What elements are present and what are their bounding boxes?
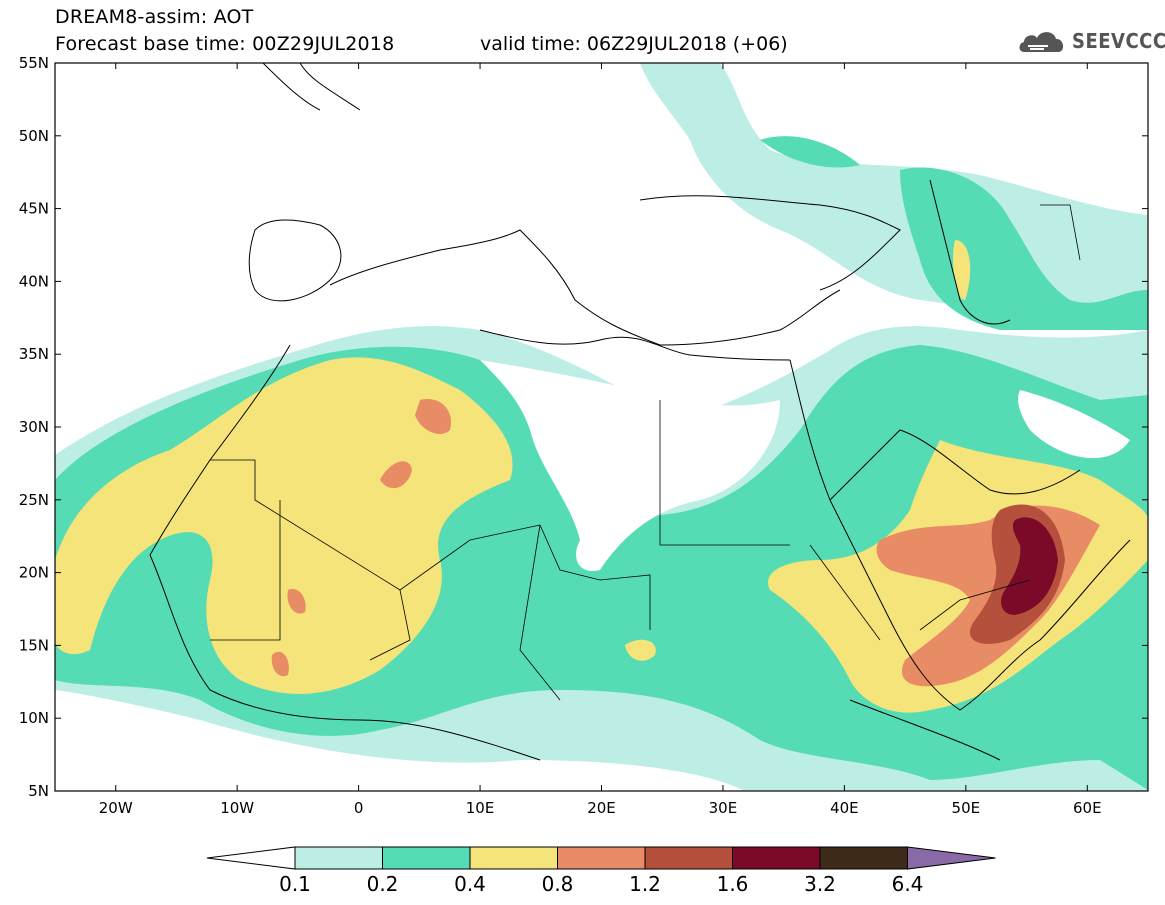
lon-label: 40E xyxy=(830,799,859,817)
colorbar-label: 3.2 xyxy=(804,872,836,896)
colorbar-swatch xyxy=(644,846,733,870)
aot-band-0.4 xyxy=(953,240,971,300)
lat-label: 35N xyxy=(19,345,49,363)
seevccc-cloud-logo-icon xyxy=(1019,32,1064,52)
colorbar-upper-extend xyxy=(907,846,996,870)
aot-contour-fields xyxy=(55,63,1148,791)
longitude-labels: 20W 10W 0 10E 20E 30E 40E 50E 60E xyxy=(99,799,1102,817)
colorbar-label: 0.1 xyxy=(279,872,311,896)
aot-band-1.6 xyxy=(1001,517,1058,615)
country-borders xyxy=(210,204,1081,701)
lat-label: 5N xyxy=(28,782,49,800)
clear-area xyxy=(480,360,780,571)
aot-band-0.4 xyxy=(55,357,513,694)
colorbar-swatch xyxy=(819,846,908,870)
lat-label: 55N xyxy=(19,54,49,72)
map-title: DREAM8-assim: AOT xyxy=(55,6,254,28)
lat-label: 15N xyxy=(19,636,49,654)
lat-label: 50N xyxy=(19,127,49,145)
colorbar-swatch xyxy=(557,846,646,870)
colorbar-swatch xyxy=(382,846,471,870)
colorbar-swatch xyxy=(732,846,821,870)
aot-band-0.8 xyxy=(271,651,289,677)
lon-label: 20W xyxy=(99,799,133,817)
aot-band-0.4 xyxy=(625,639,656,661)
aot-band-0.8 xyxy=(287,589,306,614)
axis-ticks xyxy=(55,62,1148,792)
colorbar-label: 1.6 xyxy=(716,872,749,896)
colorbar-swatch xyxy=(469,846,558,870)
aot-colorbar xyxy=(206,846,996,870)
lat-label: 30N xyxy=(19,418,49,436)
aot-band-0.8 xyxy=(380,461,412,489)
lat-label: 20N xyxy=(19,564,49,582)
colorbar-lower-extend xyxy=(206,846,296,870)
colorbar-label: 6.4 xyxy=(891,872,924,896)
colorbar-label: 0.2 xyxy=(366,872,399,896)
lat-label: 25N xyxy=(19,491,49,509)
aot-band-0.2 xyxy=(760,136,860,168)
colorbar-label: 0.8 xyxy=(541,872,574,896)
lon-label: 10E xyxy=(466,799,495,817)
lon-label: 10W xyxy=(220,799,254,817)
lon-label: 30E xyxy=(709,799,738,817)
clear-area xyxy=(1018,390,1130,459)
latitude-labels: 55N 50N 45N 40N 35N 30N 25N 20N 15N 10N 5N xyxy=(19,54,49,800)
lat-label: 45N xyxy=(19,200,49,218)
forecast-base-time: Forecast base time: 00Z29JUL2018 xyxy=(55,33,395,55)
seevccc-logo-text: SEEVCCC xyxy=(1072,29,1165,53)
aot-band-0.8 xyxy=(415,399,451,435)
colorbar-label: 1.2 xyxy=(629,872,661,896)
lon-label: 60E xyxy=(1073,799,1102,817)
lat-label: 40N xyxy=(19,272,49,290)
lon-label: 20E xyxy=(587,799,616,817)
lon-label: 50E xyxy=(952,799,981,817)
colorbar-label: 0.4 xyxy=(454,872,486,896)
valid-time: valid time: 06Z29JUL2018 (+06) xyxy=(480,33,788,55)
colorbar-swatch xyxy=(294,846,383,870)
lon-label: 0 xyxy=(354,799,364,817)
lat-label: 10N xyxy=(19,709,49,727)
